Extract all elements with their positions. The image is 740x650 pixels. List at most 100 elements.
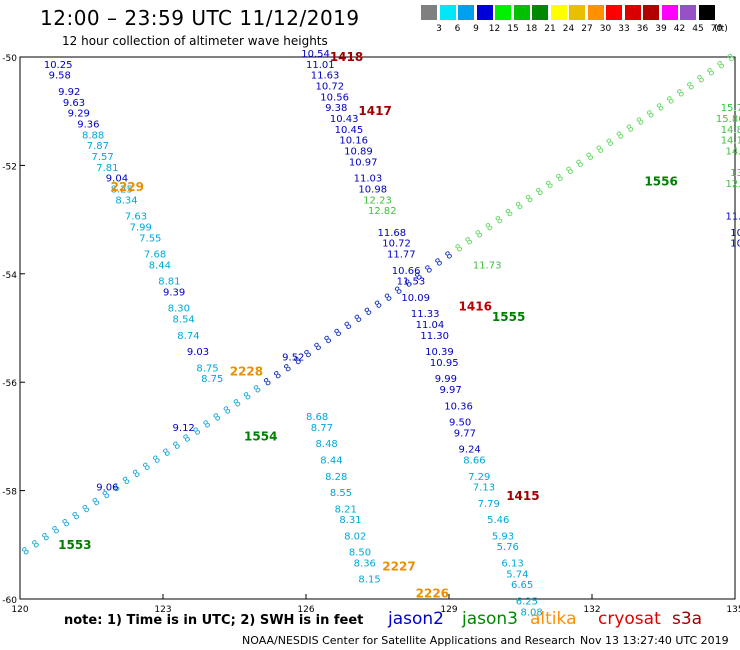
legend-swatch — [476, 5, 493, 20]
y-tick-label: -60 — [2, 596, 17, 606]
swh-value: 9.29 — [68, 109, 90, 120]
swath-glyph: 8 — [50, 524, 62, 537]
swh-value: 10.25 — [44, 60, 73, 71]
swh-value: 9.58 — [49, 71, 71, 82]
swath-glyph: 8 — [121, 475, 133, 488]
swath-glyph: 8 — [403, 278, 415, 291]
swh-value: 7.29 — [468, 472, 490, 483]
swath-glyph: 8 — [716, 59, 728, 72]
swh-value: 10.45 — [335, 125, 364, 136]
swath-glyph: 8 — [81, 503, 93, 516]
swh-value: 8.34 — [115, 195, 137, 206]
legend-swatch — [439, 5, 456, 20]
swath-glyph: 8 — [181, 433, 193, 446]
swh-value: 8.48 — [316, 439, 338, 450]
swh-value: 8.44 — [149, 260, 171, 271]
swh-value: 11.30 — [420, 331, 449, 342]
swh-value: 8.25 — [111, 185, 133, 196]
swh-value: 8.81 — [158, 277, 180, 288]
legend-unit: (ft) — [714, 24, 728, 34]
swath-glyph: 8 — [393, 285, 405, 298]
swh-value: 10.66 — [392, 266, 421, 277]
swh-value: 10 — [730, 239, 740, 250]
pass-number: 1555 — [492, 310, 525, 324]
swh-value: 10.97 — [349, 157, 378, 168]
swh-value: 12.23 — [363, 195, 392, 206]
swath-glyph: 8 — [302, 348, 314, 361]
legend-label: 27 — [581, 24, 593, 34]
swh-value: 8.36 — [354, 558, 376, 569]
swh-value: 9.63 — [63, 98, 85, 109]
swh-value: 5.76 — [497, 542, 519, 553]
y-tick-label: -56 — [2, 379, 17, 389]
swath-glyph: 8 — [645, 109, 657, 122]
swath-glyph: 8 — [705, 66, 717, 79]
swh-value: 14.12 — [721, 136, 740, 147]
legend-label: 21 — [544, 24, 556, 34]
swh-value: 8.30 — [168, 304, 190, 315]
swh-value: 9.92 — [58, 87, 80, 98]
swath-glyph: 8 — [635, 116, 647, 129]
legend-label: 70 — [710, 24, 723, 34]
swh-value: 9.06 — [96, 483, 118, 494]
legend-swatch — [495, 5, 511, 20]
y-tick-label: -54 — [2, 271, 17, 281]
y-tick-label: -52 — [2, 162, 17, 172]
swath-glyph: 8 — [30, 538, 42, 551]
legend-label: 24 — [562, 24, 575, 34]
swath-glyph: 8 — [574, 158, 586, 171]
swath-glyph: 8 — [333, 327, 345, 340]
y-tick-label: -58 — [2, 488, 17, 498]
footnote: note: 1) Time is in UTC; 2) SWH is in fe… — [64, 613, 364, 628]
swh-value: 10.98 — [358, 185, 387, 196]
swh-value: 5.46 — [487, 515, 509, 526]
swh-value: 10.95 — [430, 358, 459, 369]
legend-label: 36 — [636, 24, 649, 34]
x-tick-label: 129 — [440, 605, 457, 615]
legend-swatch — [661, 5, 678, 20]
swh-value: 7.87 — [87, 141, 109, 152]
map-frame — [19, 56, 736, 600]
swh-value: 8.55 — [330, 488, 352, 499]
legend-label: 18 — [525, 24, 538, 34]
swh-value: 7.99 — [130, 222, 152, 233]
swath-glyph: 8 — [655, 102, 667, 115]
pass-number: 1416 — [459, 299, 492, 313]
swh-value: 10.72 — [316, 82, 345, 93]
swh-value: 11.33 — [411, 309, 440, 320]
swh-value: 7.81 — [96, 163, 118, 174]
swh-value: 10.72 — [382, 239, 411, 250]
swath-glyph: 8 — [413, 271, 425, 284]
legend-label: 30 — [599, 24, 612, 34]
swh-value: 8.02 — [344, 531, 366, 542]
swath-glyph: 8 — [343, 320, 355, 333]
pass-number: 2227 — [382, 559, 415, 573]
swath-glyph: 8 — [101, 489, 113, 502]
x-tick-label: 135 — [726, 605, 740, 615]
axis-ticks: 120 123 126 129 132 135 -50 -52 -54 -56 -58 -60 — [2, 54, 740, 615]
legend-label: 9 — [473, 24, 479, 34]
swh-value: 8.54 — [173, 315, 195, 326]
swh-value: 7.63 — [125, 212, 147, 223]
swath-glyph: 8 — [60, 517, 72, 530]
swh-value: 9.99 — [435, 374, 457, 385]
swh-value: 9.38 — [325, 103, 347, 114]
swh-value: 14.83 — [721, 125, 740, 136]
swath-glyph: 8 — [383, 292, 395, 305]
swath-glyph: 8 — [494, 214, 506, 227]
swh-value: 7.68 — [144, 250, 166, 261]
swh-value: 12.82 — [368, 206, 397, 217]
swh-value: 10.16 — [339, 136, 368, 147]
swath-glyph: 8 — [242, 390, 254, 403]
green-swath: 8888888888888888888888888888888888888888… — [20, 52, 737, 558]
swh-value: 11.01 — [306, 60, 335, 71]
swath-glyph: 8 — [474, 228, 486, 241]
swath-glyph: 8 — [504, 207, 516, 220]
swh-value: 8.44 — [320, 456, 342, 467]
swath-glyph: 8 — [171, 440, 183, 453]
swh-value: 10.56 — [320, 92, 349, 103]
swh-value: 7.79 — [478, 499, 500, 510]
legend-swatch — [643, 5, 659, 20]
swh-value: 7.55 — [139, 233, 161, 244]
